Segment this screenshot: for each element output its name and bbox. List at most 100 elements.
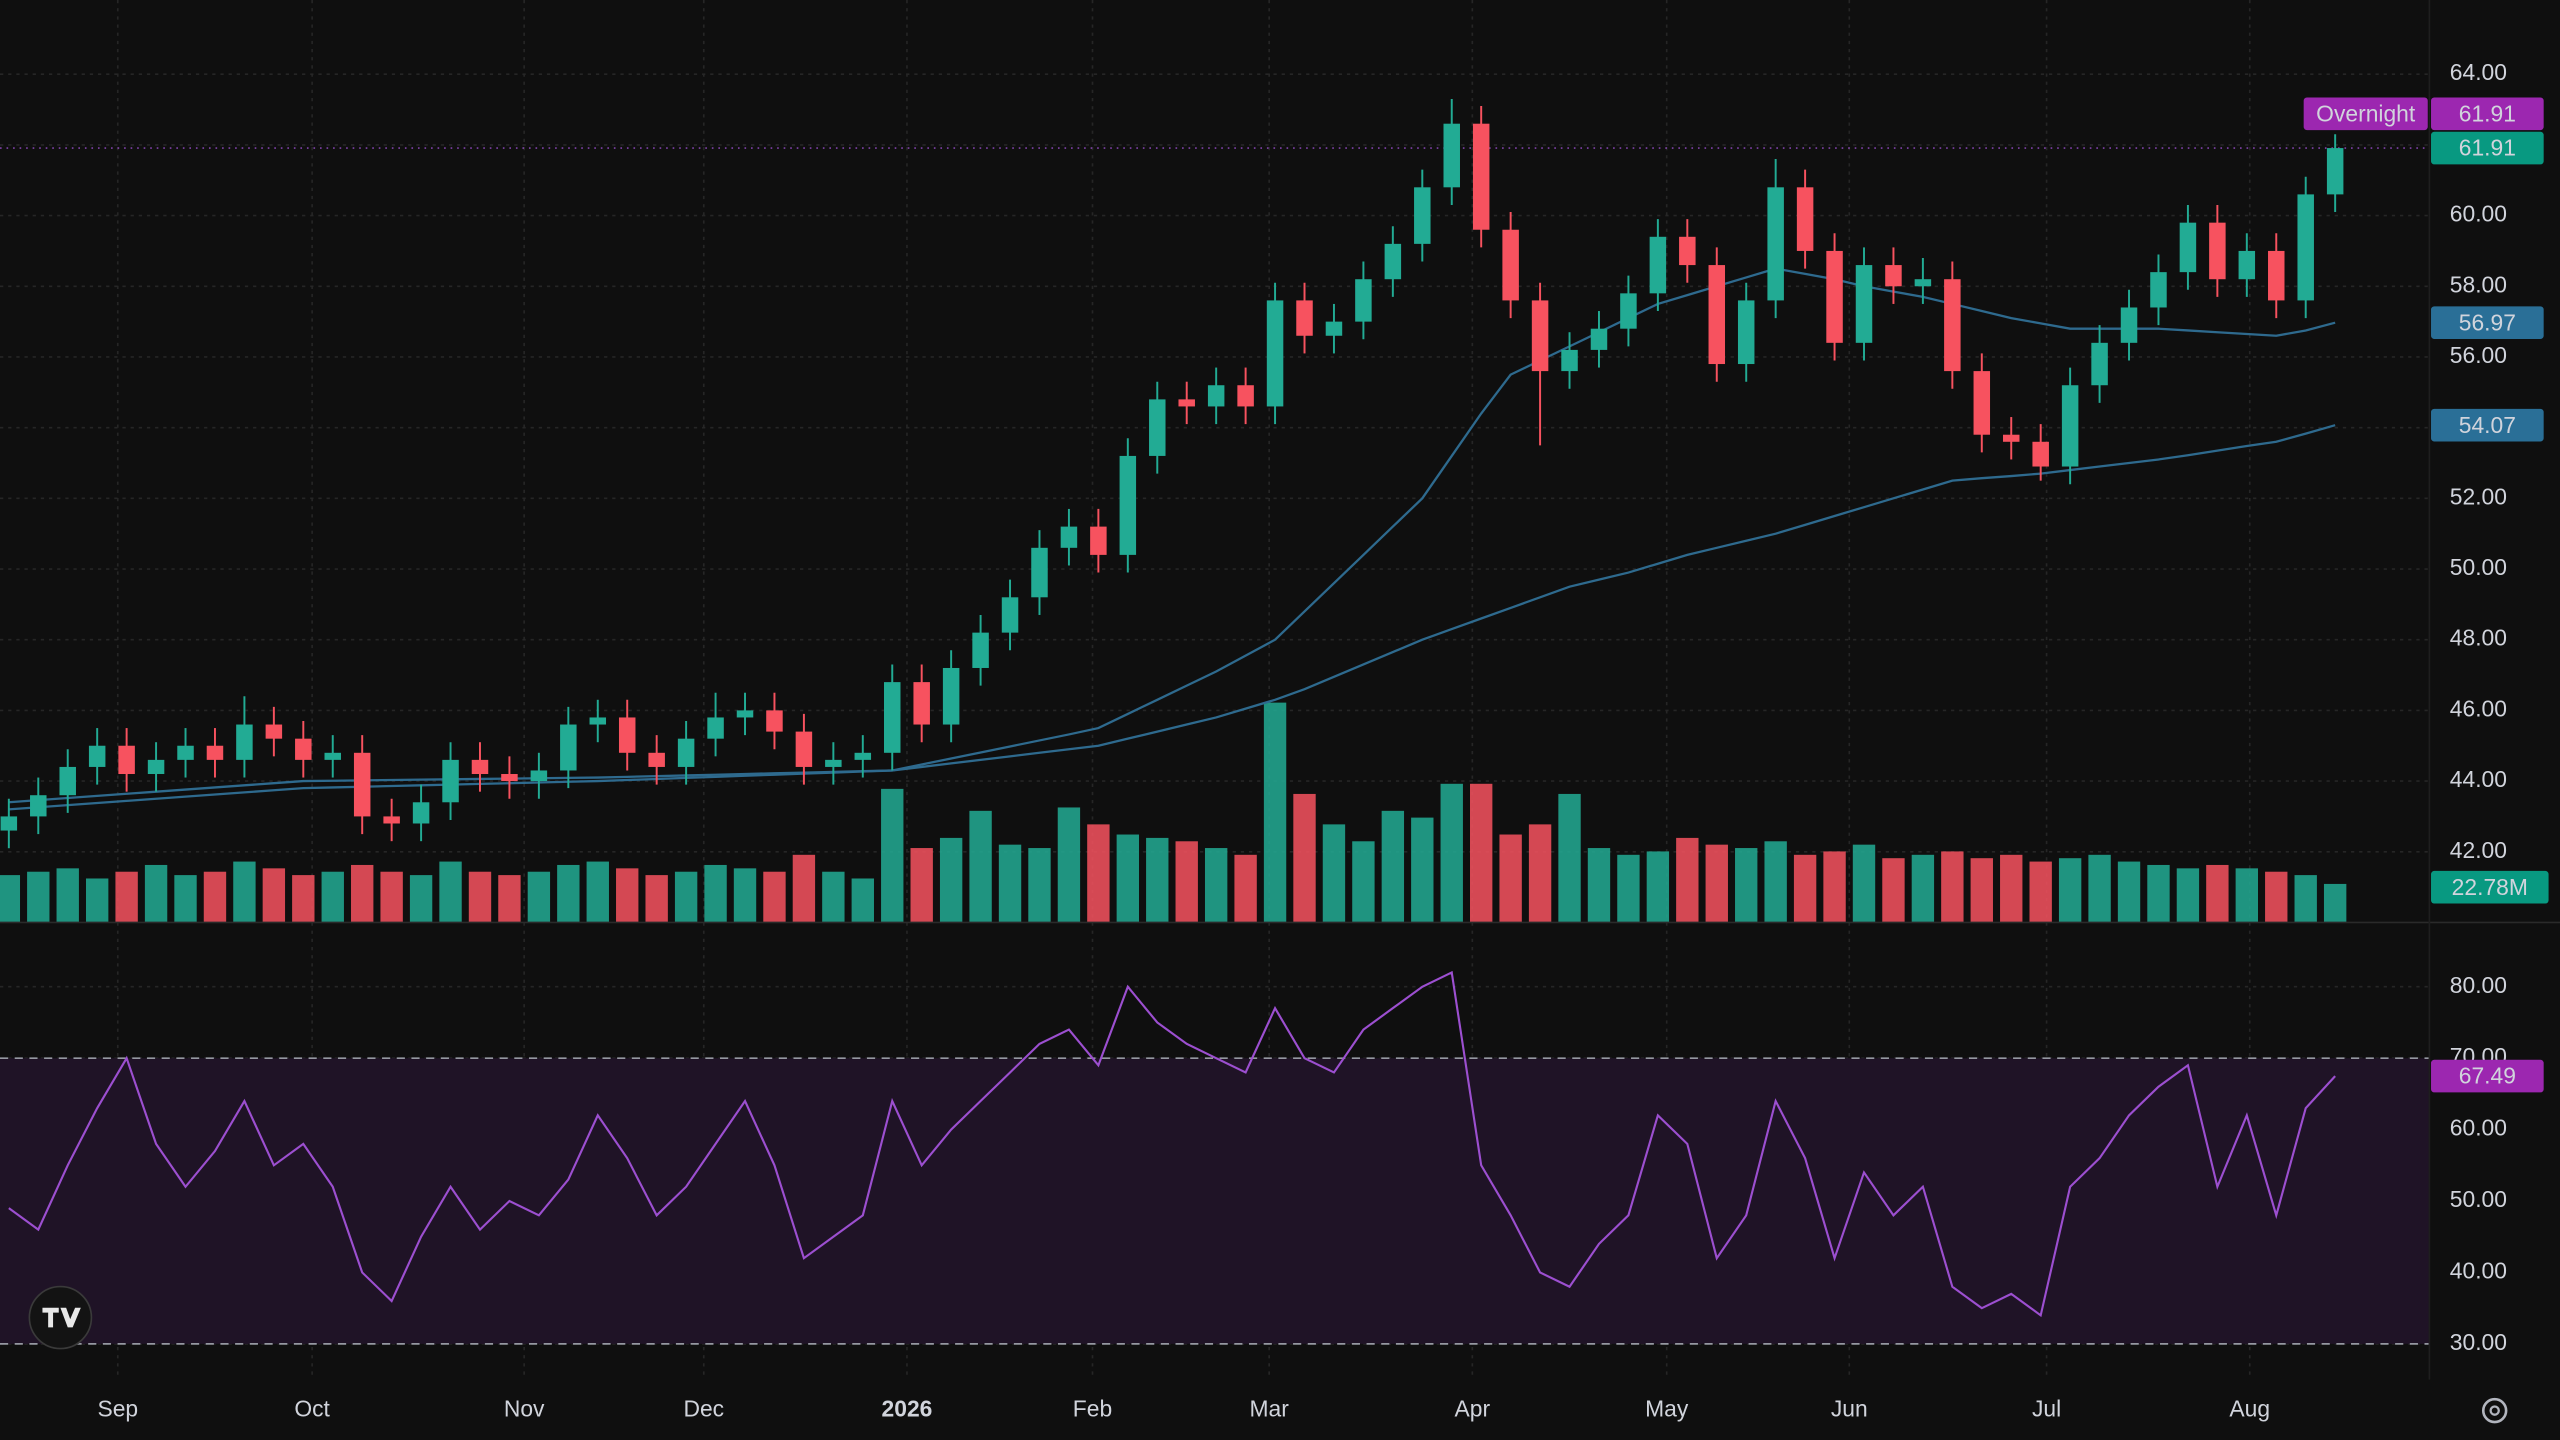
volume-bar bbox=[85, 878, 109, 923]
volume-bar bbox=[1705, 844, 1728, 923]
candle-body bbox=[1090, 526, 1107, 555]
volume-bar bbox=[2294, 875, 2317, 923]
volume-bar bbox=[1263, 702, 1287, 923]
moving-average bbox=[8, 424, 2336, 811]
volume-bar bbox=[1470, 783, 1493, 923]
candle-body bbox=[501, 774, 518, 782]
y-tick-label: 64.00 bbox=[2450, 59, 2507, 85]
volume-bar bbox=[2265, 871, 2288, 923]
candle-body bbox=[1708, 265, 1726, 365]
volume-bar bbox=[1087, 824, 1110, 923]
settings-gear[interactable] bbox=[2481, 1397, 2508, 1424]
volume-bar bbox=[586, 861, 609, 923]
volume-bar bbox=[2235, 868, 2259, 923]
candle-body bbox=[0, 816, 18, 831]
volume-bar bbox=[1028, 848, 1051, 923]
candle-body bbox=[1031, 547, 1048, 598]
x-tick-label: Oct bbox=[294, 1396, 330, 1422]
candle-body bbox=[1178, 399, 1195, 407]
overnight-tag: Overnight bbox=[2316, 100, 2416, 126]
volume-bar bbox=[1204, 848, 1228, 923]
candle-body bbox=[2091, 342, 2108, 386]
settings-button[interactable] bbox=[2481, 1397, 2508, 1424]
volume-bar bbox=[1617, 854, 1640, 923]
last-price-bg bbox=[2431, 131, 2544, 165]
volume-bar bbox=[1646, 851, 1670, 923]
candle-body bbox=[471, 759, 489, 775]
candle-body bbox=[589, 717, 607, 725]
candle-body bbox=[1885, 265, 1902, 287]
candle-body bbox=[677, 738, 695, 767]
candle-body bbox=[2150, 272, 2167, 308]
candle-body bbox=[2061, 385, 2079, 467]
candle-body bbox=[1649, 236, 1667, 294]
volume-bar bbox=[1057, 807, 1081, 923]
volume-bar bbox=[616, 868, 639, 923]
x-tick-label: Mar bbox=[1249, 1396, 1289, 1422]
x-tick-label: Nov bbox=[504, 1396, 545, 1422]
volume-bar bbox=[1411, 817, 1434, 923]
candle-body bbox=[1119, 455, 1137, 555]
candle-body bbox=[1207, 385, 1225, 407]
volume-bar bbox=[439, 861, 462, 923]
y-tick-label: 44.00 bbox=[2450, 766, 2507, 792]
volume-bar bbox=[292, 875, 315, 923]
logo-mark[interactable] bbox=[42, 1307, 81, 1328]
candle-body bbox=[1796, 187, 1814, 251]
candle-body bbox=[884, 682, 901, 753]
volume-bar bbox=[763, 871, 786, 923]
volume-bar bbox=[1528, 824, 1552, 923]
candle-body bbox=[1384, 243, 1402, 280]
candle-body bbox=[1620, 293, 1637, 329]
candle-body bbox=[2002, 434, 2020, 442]
y-tick-label: 56.00 bbox=[2450, 342, 2507, 368]
volume-bar bbox=[1676, 837, 1699, 923]
volume-bar bbox=[321, 871, 344, 923]
x-tick-label: May bbox=[1645, 1396, 1689, 1422]
candle-body bbox=[1443, 123, 1460, 188]
candle-body bbox=[825, 759, 842, 767]
last-price: 61.91 bbox=[2459, 135, 2516, 161]
volume-bar bbox=[1970, 858, 1993, 923]
candle-body bbox=[1914, 279, 1932, 287]
volume-bar bbox=[468, 871, 492, 923]
volume-bar bbox=[233, 861, 256, 923]
volume-bar bbox=[174, 875, 197, 923]
volume-bar bbox=[2088, 854, 2111, 923]
logo-circle[interactable] bbox=[28, 1285, 93, 1350]
candle-body bbox=[560, 724, 577, 771]
candle-body bbox=[295, 738, 312, 760]
candle-body bbox=[648, 752, 665, 767]
y-tick-label: 58.00 bbox=[2450, 271, 2507, 297]
volume-bar bbox=[2029, 861, 2052, 923]
volume-bar bbox=[733, 868, 757, 923]
candle-body bbox=[1502, 229, 1519, 301]
candle-body bbox=[618, 717, 636, 753]
candle-body bbox=[2209, 222, 2226, 280]
volume-bar bbox=[1440, 783, 1463, 923]
volume-bar bbox=[2117, 861, 2141, 923]
candle-body bbox=[1679, 236, 1696, 266]
rsi-tick-label: 40.00 bbox=[2450, 1257, 2507, 1283]
x-tick-label: Jun bbox=[1831, 1396, 1868, 1422]
volume-bar bbox=[1823, 851, 1846, 923]
candle-body bbox=[1826, 250, 1843, 343]
volume-bar bbox=[409, 875, 433, 923]
logo[interactable] bbox=[28, 1285, 93, 1350]
candle-body bbox=[2326, 148, 2344, 195]
volume-bar bbox=[1735, 848, 1758, 923]
candle-body bbox=[1590, 328, 1608, 350]
rsi-tick-label: 30.00 bbox=[2450, 1329, 2507, 1355]
rsi-value: 67.49 bbox=[2459, 1063, 2516, 1089]
candle-body bbox=[177, 745, 194, 760]
candle-body bbox=[2268, 250, 2285, 301]
x-tick-label: Sep bbox=[97, 1396, 138, 1422]
candle-body bbox=[1855, 265, 1873, 343]
volume-bar bbox=[704, 864, 727, 923]
settings-gear-center[interactable] bbox=[2489, 1405, 2500, 1416]
candle-body bbox=[1266, 300, 1284, 407]
volume-bar bbox=[1175, 841, 1198, 923]
candle-body bbox=[324, 752, 341, 760]
volume-bar bbox=[1941, 851, 1964, 923]
volume-bar bbox=[351, 864, 374, 923]
